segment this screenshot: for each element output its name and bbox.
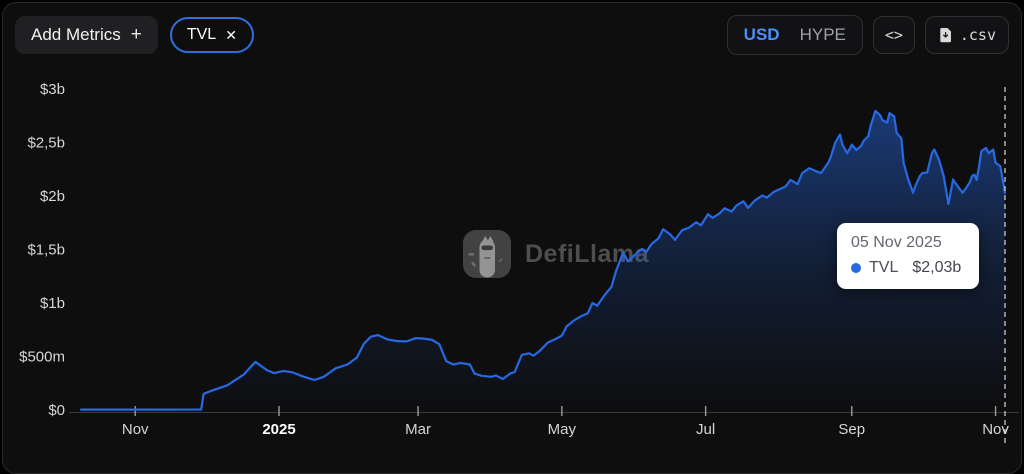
csv-label: .csv [959,26,996,44]
tooltip-series-value: $2,03b [912,259,962,276]
y-axis-label: $1,5b [27,242,65,259]
metric-chip-label: TVL [186,26,217,43]
toolbar-right: USD HYPE <> .csv [726,15,1009,55]
tooltip-date: 05 Nov 2025 [851,234,942,251]
tvl-area [81,110,1005,411]
currency-usd-button[interactable]: USD [743,25,780,44]
x-axis-label: Sep [838,421,865,438]
x-axis-label: Mar [405,421,431,438]
add-metrics-label: Add Metrics [31,25,121,44]
x-axis-labels: Nov 2025 Mar May Jul Sep Nov [122,421,1010,438]
csv-file-icon [940,28,951,43]
x-axis-label: Nov [982,421,1009,438]
x-axis-label: Jul [696,421,715,438]
toolbar-left: Add Metrics + TVL ✕ [15,16,254,54]
embed-button[interactable]: <> [872,16,915,54]
close-icon[interactable]: ✕ [225,26,237,43]
y-axis-label: $500m [19,349,65,366]
y-axis-label: $2b [40,188,65,205]
tooltip-series-name: TVL [869,259,899,276]
y-axis-label: $3b [40,81,65,98]
x-axis-label: May [548,421,577,438]
y-axis-label: $1b [40,295,65,312]
tvl-chart[interactable]: $0 $500m $1b $1,5b $2b $2,5b $3b Nov 2025 Mar May… [3,3,1022,452]
metric-chip-tvl[interactable]: TVL ✕ [169,17,254,53]
plus-icon: + [130,24,142,45]
x-axis-label: Nov [122,421,149,438]
currency-hype-button[interactable]: HYPE [799,25,846,44]
y-axis-label: $0 [48,402,65,419]
chart-toolbar: Add Metrics + TVL ✕ USD HYPE <> .csv [15,15,1009,55]
code-icon: <> [884,26,903,44]
add-metrics-button[interactable]: Add Metrics + [15,16,158,54]
download-csv-button[interactable]: .csv [924,16,1009,54]
currency-toggle: USD HYPE [726,15,863,55]
chart-tooltip: 05 Nov 2025 TVL $2,03b [837,223,979,289]
x-axis-label: 2025 [262,421,295,438]
y-axis-label: $2,5b [27,135,65,152]
y-axis-labels: $0 $500m $1b $1,5b $2b $2,5b $3b [19,81,65,419]
series-dot-icon [851,263,861,273]
tooltip-row: TVL $2,03b [851,259,965,277]
tvl-line [79,109,1007,411]
